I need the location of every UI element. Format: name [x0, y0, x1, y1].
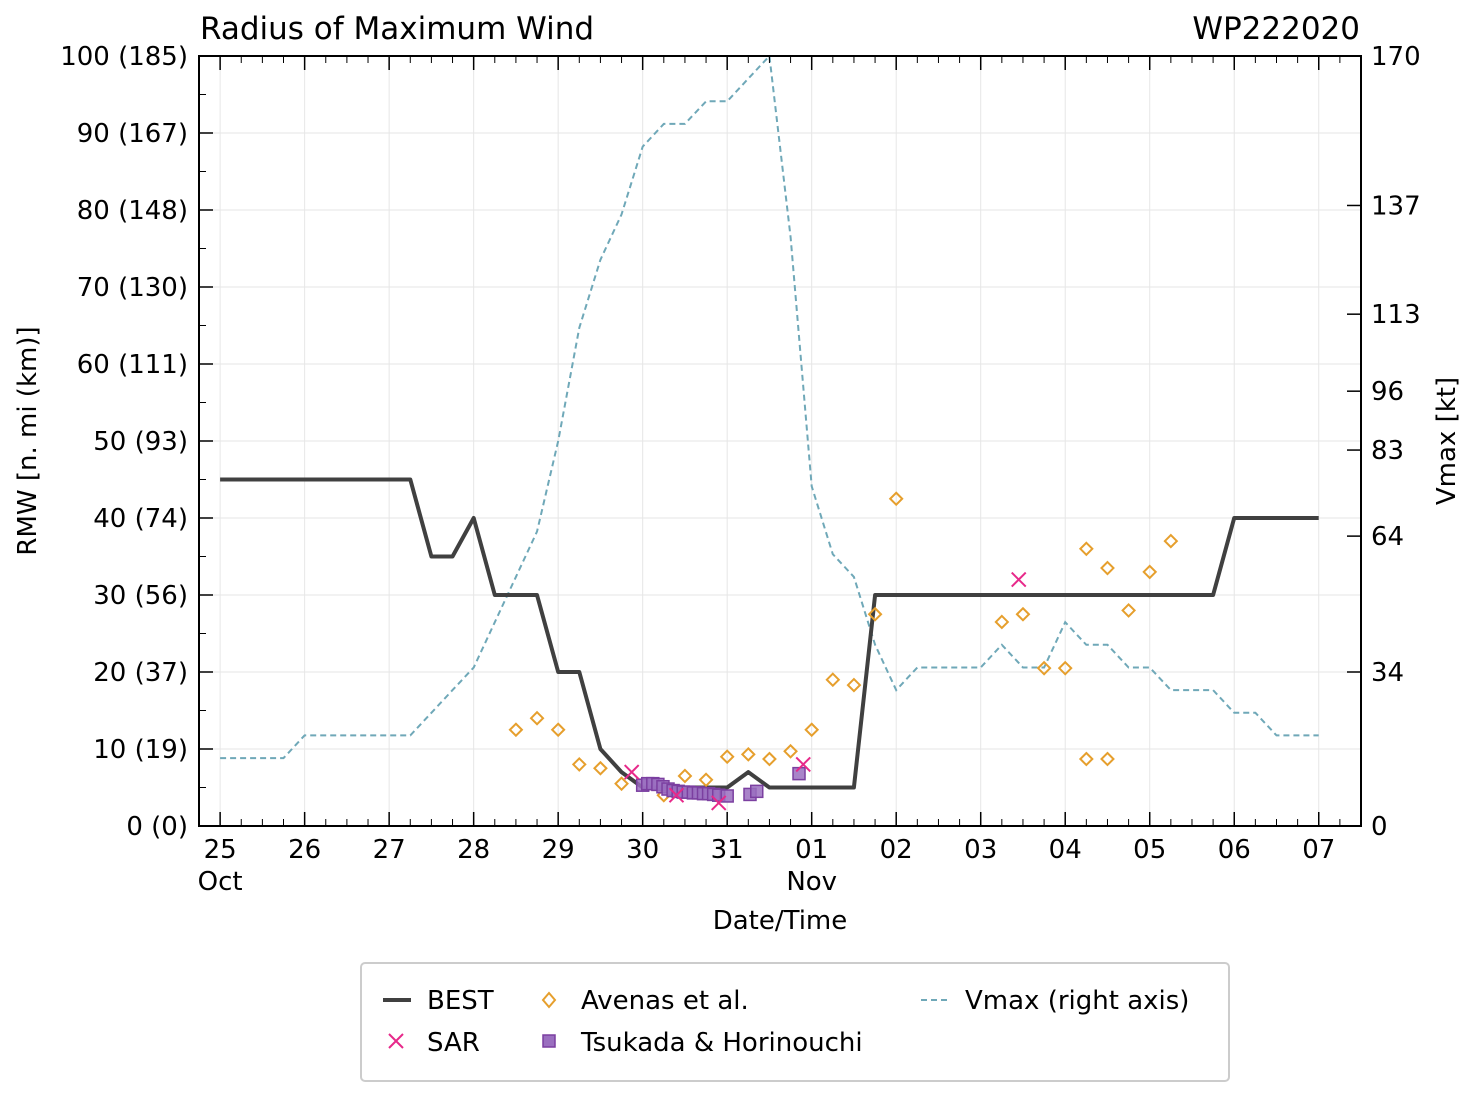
avenas-point: [677, 768, 693, 784]
legend-entry-tsukada: Tsukada & Horinouchi: [542, 1028, 863, 1058]
avenas-point: [846, 677, 862, 693]
x-tick-label: 27: [373, 835, 406, 865]
y-tick-label: 70 (130): [77, 273, 188, 303]
grid: [199, 55, 1361, 827]
x-tick-label: 26: [288, 835, 321, 865]
x-tick-label: 01: [795, 835, 828, 865]
avenas-point: [698, 772, 714, 788]
sar-point: [623, 764, 640, 780]
sar-point: [795, 756, 811, 773]
y-tick-label: 90 (167): [77, 119, 188, 149]
legend-entry-avenas: Avenas et al.: [541, 986, 749, 1016]
tsukada-point: [750, 784, 764, 799]
avenas-point: [804, 722, 820, 738]
x-tick-label: 30: [626, 835, 659, 865]
legend-label-avenas: Avenas et al.: [581, 986, 749, 1016]
avenas-point: [508, 722, 524, 738]
legend-label-tsukada: Tsukada & Horinouchi: [580, 1028, 863, 1058]
x-tick-label: 28: [457, 835, 490, 865]
y-tick-label: 10 (19): [93, 735, 188, 765]
legend-box: [360, 962, 1230, 1082]
y-tick-label: 100 (185): [60, 42, 188, 72]
sar-point: [711, 795, 727, 811]
y-right-tick-label: 83: [1371, 436, 1404, 466]
axes: 25 26 27 28 29 30 31 01 02 03 04 05 06 07 Oct Nov 0 (0) 1…: [60, 42, 1420, 897]
y-tick-label: 60 (111): [77, 350, 188, 380]
avenas-point: [614, 776, 629, 792]
x-tick-label: 03: [964, 835, 997, 865]
y-right-axis-label: Vmax [kt]: [1432, 377, 1462, 505]
y-right-tick-label: 34: [1371, 658, 1404, 688]
sar-point: [668, 787, 685, 803]
y-tick-label: 20 (37): [93, 658, 188, 688]
legend-swatch-avenas: [541, 991, 557, 1009]
legend-entry-sar: SAR: [388, 1028, 480, 1058]
storm-id: WP222020: [1192, 11, 1360, 47]
avenas-point: [783, 743, 798, 759]
avenas-point: [762, 751, 777, 767]
series-vmax-line: [220, 53, 1319, 760]
legend-entry-best: BEST: [383, 986, 494, 1016]
y-right-tick-label: 170: [1371, 42, 1421, 72]
avenas-point: [593, 760, 608, 776]
avenas-point: [825, 672, 841, 688]
avenas-point: [529, 710, 545, 726]
x-tick-label: 25: [204, 835, 237, 865]
avenas-point: [719, 749, 735, 765]
y-tick-label: 30 (56): [93, 581, 188, 611]
legend-swatch-sar: [388, 1033, 404, 1049]
avenas-point: [1163, 533, 1179, 549]
y-right-tick-label: 0: [1371, 812, 1388, 842]
avenas-point: [740, 746, 756, 762]
y-tick-label: 50 (93): [93, 427, 188, 457]
avenas-point: [1142, 564, 1158, 580]
x-tick-label: 04: [1049, 835, 1082, 865]
chart-title: Radius of Maximum Wind: [200, 11, 594, 47]
avenas-point: [888, 491, 904, 507]
avenas-point: [1078, 541, 1094, 557]
tsukada-point: [720, 789, 734, 803]
y-axis-label: RMW [n. mi (km)]: [13, 326, 43, 555]
avenas-point: [1015, 606, 1031, 622]
legend-entry-vmax: Vmax (right axis): [921, 986, 1189, 1016]
legend-label-best: BEST: [427, 986, 494, 1016]
series-best-line: [220, 477, 1319, 790]
avenas-point: [1057, 660, 1073, 676]
y-right-tick-label: 96: [1371, 377, 1404, 407]
y-tick-label: 80 (148): [77, 196, 188, 226]
y-right-tick-label: 113: [1371, 300, 1421, 330]
x-tick-label: 02: [880, 835, 913, 865]
avenas-point: [1121, 602, 1137, 618]
avenas-point: [1100, 751, 1115, 767]
avenas-point: [571, 756, 587, 772]
legend-label-vmax: Vmax (right axis): [965, 986, 1189, 1016]
x-month-label: Nov: [786, 867, 837, 897]
y-right-tick-label: 64: [1371, 522, 1404, 552]
x-tick-label: 07: [1302, 835, 1335, 865]
avenas-point: [1078, 751, 1094, 767]
avenas-point: [550, 722, 566, 738]
legend-swatch-tsukada: [542, 1034, 556, 1048]
plot-series: [220, 53, 1319, 811]
avenas-point: [994, 614, 1010, 630]
x-month-label: Oct: [198, 867, 243, 897]
legend: BEST SAR Avenas et al. Tsukada & Horinou…: [360, 962, 1230, 1082]
x-tick-label: 29: [542, 835, 575, 865]
x-tick-label: 06: [1218, 835, 1251, 865]
y-right-tick-label: 137: [1371, 191, 1421, 221]
avenas-point: [1036, 660, 1052, 676]
avenas-point: [1100, 560, 1115, 576]
x-tick-label: 05: [1133, 835, 1166, 865]
x-tick-label: 31: [711, 835, 744, 865]
sar-point: [1011, 571, 1027, 588]
y-tick-label: 0 (0): [126, 812, 188, 842]
avenas-point: [867, 606, 883, 622]
x-axis-label: Date/Time: [713, 906, 848, 936]
y-tick-label: 40 (74): [93, 504, 188, 534]
legend-label-sar: SAR: [427, 1028, 480, 1058]
